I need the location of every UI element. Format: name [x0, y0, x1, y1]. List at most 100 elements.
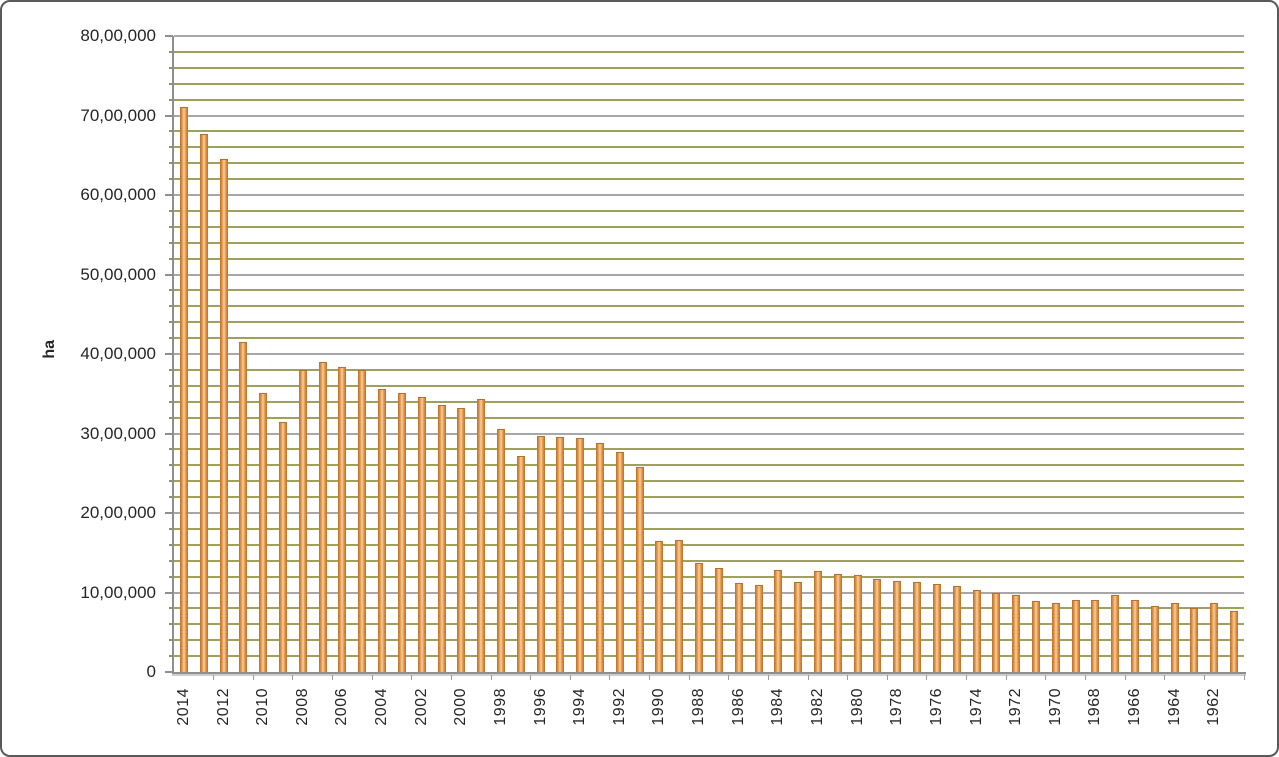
x-axis-label: 1968 [1086, 688, 1104, 726]
bar-2004 [378, 388, 387, 672]
plot-area [174, 35, 1244, 672]
y-major-tick [165, 432, 173, 435]
x-axis-label: 2004 [373, 688, 391, 726]
bar-1982 [813, 570, 822, 672]
y-minor-gridline [174, 305, 1244, 308]
x-axis-label: 1982 [808, 688, 826, 726]
bar-1975 [952, 585, 961, 672]
y-minor-tick [169, 368, 173, 371]
y-minor-tick [169, 82, 173, 85]
y-major-tick [165, 35, 173, 37]
x-axis-tick [1084, 675, 1086, 680]
bar-1962 [1210, 603, 1219, 672]
y-minor-gridline [174, 480, 1244, 483]
bar-1974 [972, 589, 981, 672]
x-axis-tick [450, 675, 452, 680]
bar-2001 [437, 405, 446, 672]
y-minor-tick [169, 98, 173, 101]
y-axis-label: 30,00,000 [80, 423, 156, 443]
y-minor-tick [169, 464, 173, 467]
y-minor-gridline [174, 66, 1244, 69]
x-axis-tick [926, 675, 928, 680]
bar-1992 [615, 451, 624, 672]
y-minor-gridline [174, 559, 1244, 562]
x-axis-tick [649, 675, 651, 680]
x-axis-label: 1998 [491, 688, 509, 726]
x-axis-label: 1974 [967, 688, 985, 726]
x-axis-label: 2008 [293, 688, 311, 726]
x-axis-label: 1994 [571, 688, 589, 726]
y-major-tick [165, 591, 173, 594]
y-minor-tick [169, 639, 173, 642]
y-minor-tick [169, 543, 173, 546]
x-axis-tick [1203, 675, 1205, 680]
y-axis-label: 80,00,000 [80, 26, 156, 45]
bar-2003 [397, 392, 406, 672]
y-minor-tick [169, 655, 173, 658]
bar-1980 [853, 574, 862, 672]
x-axis-tick [847, 675, 849, 680]
bar-1967 [1111, 595, 1120, 672]
x-axis-tick [1005, 675, 1007, 680]
y-minor-gridline [174, 130, 1244, 133]
y-minor-tick [169, 575, 173, 578]
y-axis-label: 60,00,000 [80, 185, 156, 204]
y-minor-gridline [174, 209, 1244, 212]
bar-1977 [913, 581, 922, 672]
y-major-gridline [174, 591, 1244, 594]
x-axis-tick [1243, 675, 1245, 680]
y-minor-gridline [174, 543, 1244, 546]
x-axis-line [172, 672, 1246, 674]
bar-1961 [1230, 610, 1239, 672]
x-axis-label: 2002 [412, 688, 430, 726]
x-axis-tick [411, 675, 413, 680]
y-major-gridline [174, 353, 1244, 355]
x-axis-tick [807, 675, 809, 680]
bar-1996 [536, 436, 545, 672]
bar-1994 [576, 438, 585, 672]
y-minor-tick [169, 416, 173, 419]
y-minor-gridline [174, 464, 1244, 467]
y-minor-tick [169, 209, 173, 212]
y-minor-gridline [174, 527, 1244, 530]
bar-1964 [1170, 603, 1179, 672]
bar-1965 [1150, 605, 1159, 672]
y-minor-tick [169, 384, 173, 387]
x-axis-label: 1966 [1126, 688, 1144, 726]
y-minor-tick [169, 66, 173, 69]
y-major-gridline [174, 512, 1244, 514]
bar-1981 [833, 574, 842, 672]
bar-1986 [734, 582, 743, 672]
y-axis-line [172, 36, 174, 674]
x-axis-label: 2006 [333, 688, 351, 726]
x-axis-tick [252, 675, 254, 680]
bar-1995 [556, 437, 565, 672]
bar-2000 [457, 407, 466, 672]
x-axis-tick [1124, 675, 1126, 680]
x-axis-label: 1970 [1046, 688, 1064, 726]
x-axis-label: 1972 [1007, 688, 1025, 726]
y-minor-gridline [174, 448, 1244, 451]
x-axis-label: 1992 [610, 688, 628, 726]
bar-1979 [873, 578, 882, 672]
y-major-gridline [174, 35, 1244, 37]
y-minor-tick [169, 400, 173, 403]
y-minor-tick [169, 321, 173, 324]
x-axis-tick [371, 675, 373, 680]
bar-2008 [298, 369, 307, 672]
x-axis-label: 1986 [729, 688, 747, 726]
y-minor-tick [169, 496, 173, 499]
y-minor-gridline [174, 337, 1244, 340]
bar-2002 [417, 396, 426, 672]
y-minor-gridline [174, 607, 1244, 610]
y-major-gridline [174, 114, 1244, 117]
bar-1971 [1031, 601, 1040, 672]
y-major-tick [165, 353, 173, 355]
x-axis-tick [688, 675, 690, 680]
x-axis-label: 1984 [769, 688, 787, 726]
x-axis-label: 1978 [888, 688, 906, 726]
bar-1973 [992, 593, 1001, 672]
y-minor-tick [169, 623, 173, 626]
x-axis-tick [609, 675, 611, 680]
y-minor-gridline [174, 241, 1244, 244]
